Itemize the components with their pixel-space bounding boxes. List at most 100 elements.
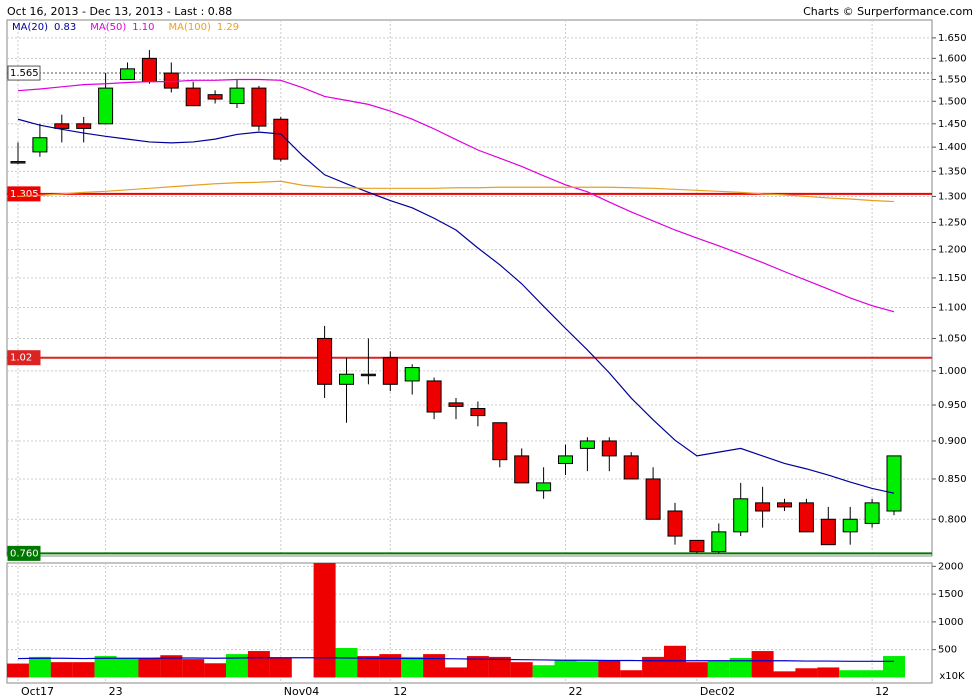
candle-body bbox=[842, 518, 858, 533]
volume-bar bbox=[72, 662, 95, 678]
volume-bar bbox=[751, 651, 774, 678]
y-tick-label: 1.050 bbox=[938, 333, 967, 344]
legend-value: 1.10 bbox=[132, 22, 154, 33]
legend-name: MA(20) bbox=[12, 22, 48, 33]
x-tick-label: Oct17 bbox=[21, 685, 54, 698]
volume-bar bbox=[204, 663, 227, 678]
candle-body bbox=[886, 455, 902, 512]
candle-body bbox=[623, 455, 639, 480]
candle-body bbox=[120, 68, 135, 80]
level-label-box bbox=[7, 65, 41, 81]
candle-body bbox=[820, 518, 836, 546]
source: Charts © Surperformance.com bbox=[803, 5, 973, 18]
level-label: 0.760 bbox=[10, 548, 39, 559]
volume-bar bbox=[116, 658, 139, 678]
volume-bar bbox=[7, 663, 29, 678]
y-tick-label: 0.950 bbox=[938, 400, 967, 411]
y-tick-label: 1.350 bbox=[938, 166, 967, 177]
ma-line bbox=[17, 118, 895, 494]
volume-bar bbox=[510, 662, 533, 678]
y-tick-label: 2000 bbox=[938, 561, 963, 572]
candle-body bbox=[711, 531, 727, 553]
candle-body bbox=[448, 402, 464, 407]
volume-bar bbox=[138, 658, 161, 678]
volume-bar bbox=[182, 659, 205, 678]
volume-bar bbox=[817, 667, 840, 678]
volume-panel bbox=[6, 562, 933, 684]
volume-bar bbox=[773, 671, 796, 678]
x-tick-label: 23 bbox=[109, 685, 123, 698]
candle-body bbox=[492, 422, 508, 461]
candle-body bbox=[470, 407, 486, 417]
candle-body bbox=[32, 137, 48, 153]
volume-bar bbox=[861, 670, 884, 678]
y-tick-label: 1.650 bbox=[938, 33, 967, 44]
ma-line bbox=[17, 180, 895, 203]
ma-line bbox=[17, 78, 895, 313]
volume-bar bbox=[335, 648, 358, 678]
y-tick-label: 1.000 bbox=[938, 366, 967, 377]
volume-bar bbox=[532, 665, 555, 678]
candle-body bbox=[536, 482, 552, 492]
candle-body bbox=[185, 87, 201, 107]
y-tick-label: 1.600 bbox=[938, 53, 967, 64]
y-tick-label: 1.200 bbox=[938, 245, 967, 256]
level-label: 1.565 bbox=[10, 68, 39, 79]
candle-body bbox=[207, 94, 223, 100]
candle-body bbox=[251, 87, 267, 127]
level-label-box bbox=[7, 545, 41, 561]
candle-body bbox=[98, 87, 114, 125]
candle-body bbox=[601, 440, 617, 457]
candle-body bbox=[777, 502, 792, 508]
legend-name: MA(50) bbox=[90, 22, 126, 33]
candle-body bbox=[317, 337, 333, 385]
volume-bar bbox=[445, 667, 467, 678]
volume-bar bbox=[247, 651, 270, 678]
candle-body bbox=[382, 357, 398, 385]
volume-bar bbox=[357, 656, 380, 678]
y-tick-label: 1.400 bbox=[938, 142, 967, 153]
price-panel bbox=[6, 19, 933, 557]
volume-bar bbox=[664, 645, 686, 678]
y-tick-label: 1.250 bbox=[938, 218, 967, 229]
candle-body bbox=[514, 455, 530, 484]
y-tick-label: 1.150 bbox=[938, 273, 967, 284]
volume-bar bbox=[795, 668, 818, 678]
chart-title: Oct 16, 2013 - Dec 13, 2013 - Last : 0.8… bbox=[7, 5, 232, 18]
level-label: 1.305 bbox=[10, 189, 39, 200]
candle-body bbox=[558, 455, 573, 464]
volume-bar bbox=[50, 662, 73, 678]
candle-body bbox=[10, 161, 26, 164]
candle-body bbox=[755, 502, 771, 512]
y-tick-label: 1.500 bbox=[938, 96, 967, 107]
y-tick-label: 0.800 bbox=[938, 514, 967, 525]
volume-bar bbox=[94, 656, 117, 678]
x-tick-label: 22 bbox=[569, 685, 583, 698]
x-tick-label: 12 bbox=[875, 685, 889, 698]
volume-bar bbox=[707, 661, 730, 678]
volume-bar bbox=[488, 656, 511, 678]
candle-body bbox=[579, 440, 595, 449]
y-tick-label: 1.550 bbox=[938, 74, 967, 85]
x-tick-label: Dec02 bbox=[700, 685, 735, 698]
candle-body bbox=[229, 87, 245, 104]
y-tick-label: 1.100 bbox=[938, 303, 967, 314]
y-tick-label: 1000 bbox=[938, 617, 963, 628]
y-tick-label: 500 bbox=[938, 645, 957, 656]
volume-bar bbox=[642, 656, 665, 678]
volume-bar bbox=[313, 563, 336, 678]
candle-body bbox=[404, 367, 420, 382]
candle-body bbox=[163, 72, 179, 89]
volume-bar bbox=[226, 654, 248, 678]
volume-bar bbox=[620, 670, 643, 678]
candle-body bbox=[141, 57, 157, 83]
candle-body bbox=[76, 123, 92, 129]
volume-bar bbox=[160, 655, 183, 678]
volume-bar bbox=[883, 656, 905, 678]
candle-body bbox=[667, 510, 683, 537]
x-tick-label: 12 bbox=[393, 685, 407, 698]
candle-body bbox=[645, 478, 661, 520]
volume-unit: x10K bbox=[939, 671, 965, 682]
